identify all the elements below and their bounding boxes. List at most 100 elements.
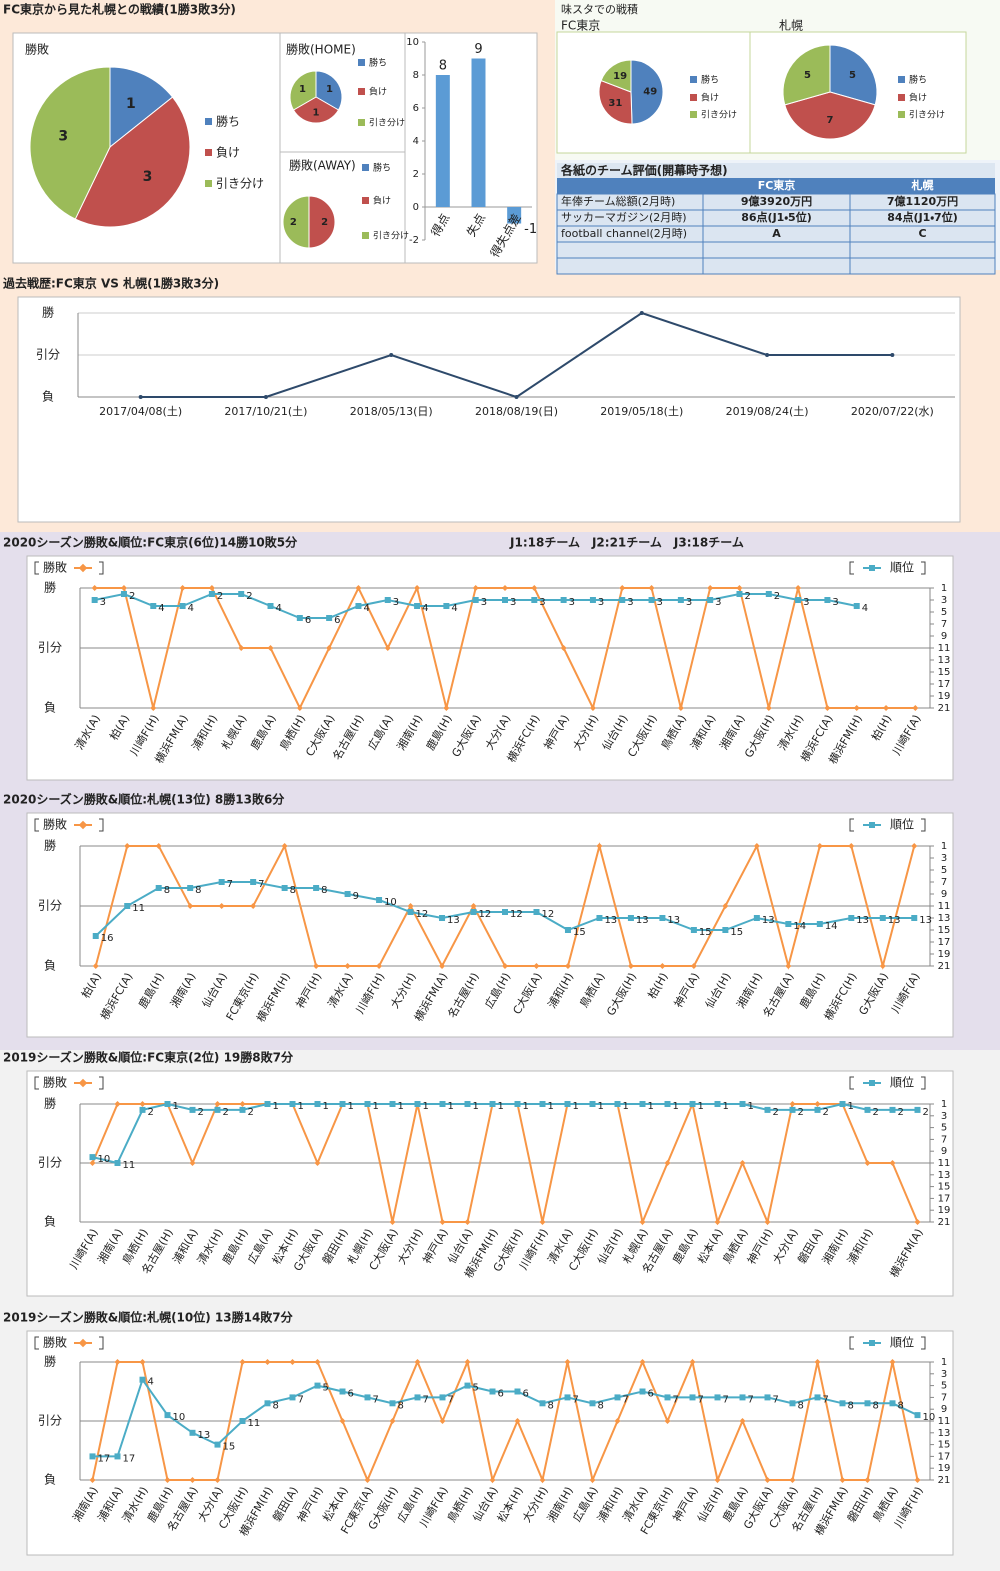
point: [753, 915, 760, 921]
point: [889, 1106, 896, 1113]
data-label: 2: [217, 591, 223, 602]
point: [889, 1400, 896, 1407]
point: [879, 915, 886, 921]
data-label: 8: [290, 885, 296, 896]
pie-slice: [29, 66, 111, 220]
chart-title: 勝敗(AWAY): [289, 158, 356, 173]
legend-label: 勝ち: [216, 114, 240, 129]
data-label: 2: [148, 1107, 154, 1118]
legend-label: 負け: [216, 146, 240, 160]
data-label: 6: [334, 615, 340, 626]
data-label: 7: [748, 1394, 754, 1405]
point: [339, 1418, 346, 1424]
y-tick-label: 勝: [44, 838, 56, 853]
point: [560, 597, 567, 603]
legend-bracket: [34, 561, 39, 575]
point: [736, 585, 743, 591]
point: [267, 645, 274, 651]
legend-marker: [869, 822, 875, 828]
legend-bracket: [99, 818, 104, 832]
point: [164, 1412, 171, 1419]
legend-swatch: [358, 59, 365, 66]
point: [890, 353, 895, 357]
y-tick-label: 8: [413, 70, 419, 81]
point: [120, 585, 127, 591]
point: [464, 1101, 471, 1107]
data-label: 2: [923, 1107, 929, 1118]
data-label: 2: [798, 1107, 804, 1118]
slice-label: 1: [326, 84, 333, 95]
data-label: 13: [919, 915, 932, 926]
y2-tick-label: 9: [941, 889, 947, 900]
point: [364, 1394, 371, 1401]
point: [389, 353, 394, 357]
legend-swatch: [205, 180, 212, 187]
point: [853, 705, 860, 711]
data-label: 15: [573, 927, 586, 938]
legend-swatch: [205, 118, 212, 125]
point: [714, 1219, 721, 1225]
point: [627, 963, 634, 969]
data-label: 2: [129, 591, 135, 602]
y2-tick-label: 1: [941, 841, 947, 852]
pie-slice: [282, 195, 310, 249]
data-label: 1: [573, 1101, 579, 1112]
point: [281, 885, 288, 891]
data-label: 3: [481, 597, 487, 608]
data-label: 10: [173, 1412, 186, 1423]
point: [707, 597, 714, 603]
data-label: 13: [667, 915, 680, 926]
legend-marker: [869, 565, 875, 571]
data-label: 8: [598, 1400, 604, 1411]
data-label: 7: [623, 1394, 629, 1405]
point: [914, 1412, 921, 1419]
point: [596, 915, 603, 921]
table-header-bg: [557, 178, 995, 194]
chart-title: 2020シーズン勝敗&順位:FC東京(6位)14勝10敗5分: [3, 535, 298, 550]
data-label: 1: [598, 1101, 604, 1112]
x-tick-label: 2018/08/19(日): [475, 405, 558, 418]
point: [314, 1160, 321, 1166]
data-label: 12: [416, 909, 429, 920]
data-label: 4: [148, 1377, 154, 1388]
y2-tick-label: 15: [938, 1440, 951, 1451]
y2-tick-label: 15: [938, 1182, 951, 1193]
point: [339, 1101, 346, 1107]
data-label: 8: [898, 1400, 904, 1411]
point: [714, 1477, 721, 1483]
point: [150, 705, 157, 711]
point: [889, 1359, 896, 1365]
point: [114, 1101, 121, 1107]
slice-label: 2: [321, 217, 328, 228]
x-tick-label: 2019/05/18(土): [600, 405, 683, 418]
data-label: 7: [373, 1394, 379, 1405]
point: [489, 1388, 496, 1395]
data-label: 4: [158, 603, 164, 614]
point: [281, 843, 288, 849]
table-cell: 7億1120万円: [887, 194, 958, 208]
legend-label: 勝敗: [43, 1335, 67, 1350]
table-cell: C: [918, 227, 926, 240]
data-label: 8: [398, 1400, 404, 1411]
data-label: 1: [548, 1101, 554, 1112]
y2-tick-label: 11: [938, 1416, 951, 1427]
data-label: 3: [100, 597, 106, 608]
chart-box: [404, 32, 538, 264]
chart-title: 2019シーズン勝敗&順位:FC東京(2位) 19勝8敗7分: [3, 1050, 294, 1065]
point: [214, 1101, 221, 1107]
point: [914, 1477, 921, 1483]
y2-tick-label: 11: [938, 643, 951, 654]
point: [677, 705, 684, 711]
legend-label: 順位: [890, 1076, 914, 1090]
point: [238, 591, 245, 597]
point: [139, 1106, 146, 1113]
point: [89, 1160, 96, 1166]
point: [355, 603, 362, 609]
point: [470, 903, 477, 909]
slice-label: 1: [126, 96, 136, 112]
point: [208, 585, 215, 591]
pie-slice: [292, 96, 340, 124]
point: [514, 1388, 521, 1395]
point: [714, 1394, 721, 1401]
